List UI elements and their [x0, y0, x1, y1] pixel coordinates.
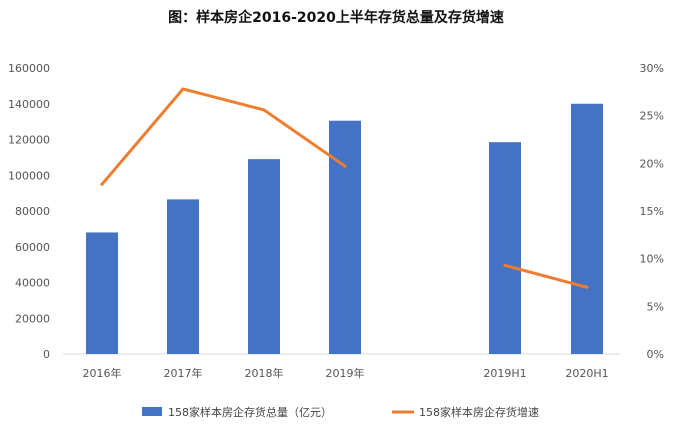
legend-bar-label: 158家样本房企存货总量（亿元） — [168, 405, 332, 419]
left-axis-tick-label: 160000 — [8, 62, 50, 75]
left-axis-tick-label: 60000 — [15, 241, 50, 254]
chart-title: 图：样本房企2016-2020上半年存货总量及存货增速 — [168, 9, 504, 26]
bar — [248, 159, 280, 354]
line-series — [100, 87, 589, 289]
bar — [86, 232, 118, 354]
right-axis-tick-label: 5% — [647, 300, 664, 313]
left-axis-tick-label: 140000 — [8, 98, 50, 111]
growth-line-segment — [503, 263, 589, 289]
bar — [167, 199, 199, 354]
right-axis-tick-label: 30% — [640, 62, 664, 75]
legend: 158家样本房企存货总量（亿元） 158家样本房企存货增速 — [142, 405, 539, 419]
line-point — [585, 285, 589, 289]
legend-line-label: 158家样本房企存货增速 — [419, 405, 539, 419]
bar-series — [86, 103, 603, 354]
left-axis-tick-label: 120000 — [8, 134, 50, 147]
right-axis-tick-label: 15% — [640, 205, 664, 218]
growth-line-segment — [100, 87, 347, 186]
x-axis-tick-label: 2018年 — [245, 366, 284, 380]
right-axis-tick-label: 25% — [640, 110, 664, 123]
line-point — [181, 87, 185, 91]
bar — [329, 120, 361, 354]
line-point — [503, 263, 507, 267]
line-point — [100, 182, 104, 186]
x-axis-labels: 2016年 2017年 2018年 2019年 2019H1 2020H1 — [83, 366, 609, 380]
x-axis-tick-label: 2019H1 — [483, 367, 526, 380]
line-point — [262, 108, 266, 112]
bar — [489, 142, 521, 354]
legend-bar-swatch — [142, 407, 162, 416]
right-axis-tick-label: 0% — [647, 348, 664, 361]
right-axis: 0% 5% 10% 15% 20% 25% 30% — [640, 62, 664, 361]
x-axis-tick-label: 2017年 — [164, 366, 203, 380]
x-axis-tick-label: 2019年 — [326, 366, 365, 380]
left-axis: 0 20000 40000 60000 80000 100000 120000 140000 1… — [8, 62, 50, 361]
x-axis-tick-label: 2020H1 — [565, 367, 608, 380]
left-axis-tick-label: 40000 — [15, 277, 50, 290]
right-axis-tick-label: 10% — [640, 253, 664, 266]
right-axis-tick-label: 20% — [640, 157, 664, 170]
left-axis-tick-label: 80000 — [15, 205, 50, 218]
left-axis-tick-label: 100000 — [8, 169, 50, 182]
left-axis-tick-label: 0 — [43, 348, 50, 361]
line-point — [343, 164, 347, 168]
left-axis-tick-label: 20000 — [15, 312, 50, 325]
x-axis-tick-label: 2016年 — [83, 366, 122, 380]
bar — [571, 103, 603, 354]
